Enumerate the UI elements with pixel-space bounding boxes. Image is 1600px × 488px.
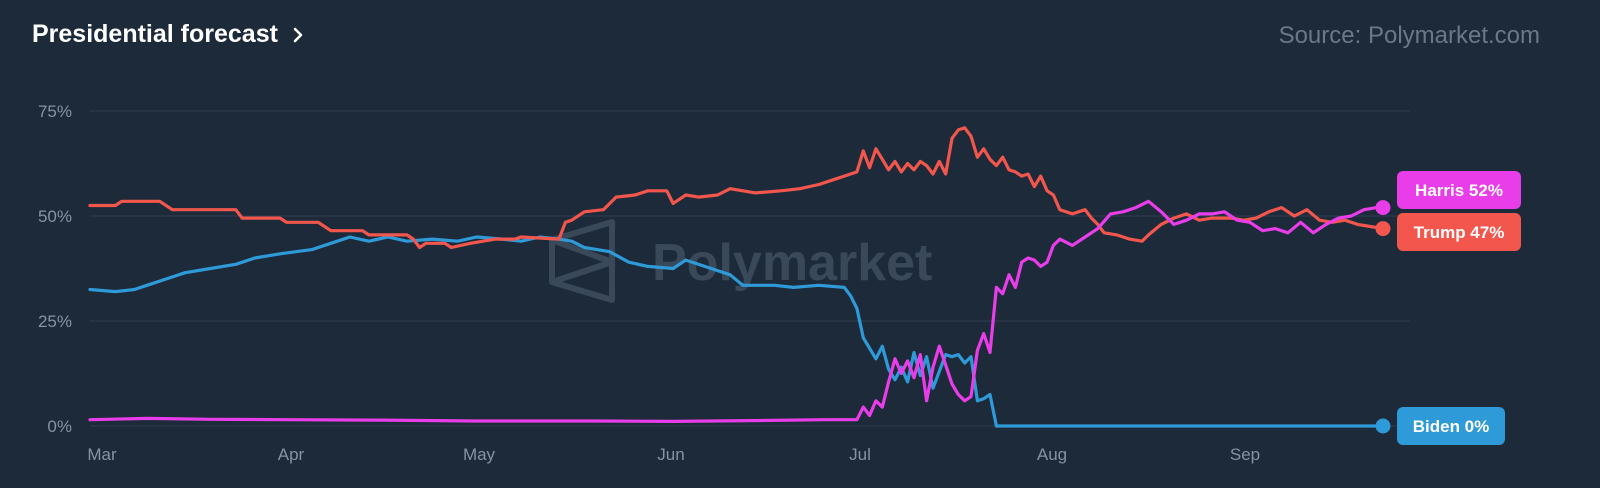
y-tick-label: 0% xyxy=(47,417,72,436)
series-line-harris xyxy=(88,199,1385,423)
end-label-harris-badge xyxy=(1397,171,1521,209)
x-tick-label: Apr xyxy=(278,445,305,464)
chevron-right-icon xyxy=(293,27,303,42)
x-tick-label: Sep xyxy=(1230,445,1260,464)
x-tick-label: Jun xyxy=(657,445,684,464)
series-line-biden xyxy=(88,235,1385,428)
x-tick-label: Mar xyxy=(87,445,117,464)
end-label-harris: Harris 52% xyxy=(1415,181,1503,200)
chart-title-link[interactable]: Presidential forecast xyxy=(32,20,306,49)
end-label-trump: Trump 47% xyxy=(1414,223,1505,242)
polymarket-logo-icon xyxy=(549,219,615,303)
y-tick-label: 75% xyxy=(38,102,72,121)
y-tick-label: 25% xyxy=(38,312,72,331)
end-point-trump xyxy=(1375,221,1391,237)
x-tick-label: Jul xyxy=(849,445,871,464)
y-tick-label: 50% xyxy=(38,207,72,226)
end-label-biden-badge xyxy=(1397,407,1505,445)
chart-title: Presidential forecast xyxy=(32,20,278,48)
series-line-trump xyxy=(88,126,1385,250)
x-tick-label: May xyxy=(463,445,496,464)
end-point-biden xyxy=(1375,418,1391,434)
end-label-trump-badge xyxy=(1397,213,1521,251)
source-attribution: Source: Polymarket.com xyxy=(1278,22,1540,49)
end-point-harris xyxy=(1375,200,1391,216)
end-label-biden: Biden 0% xyxy=(1413,417,1490,436)
x-tick-label: Aug xyxy=(1037,445,1067,464)
